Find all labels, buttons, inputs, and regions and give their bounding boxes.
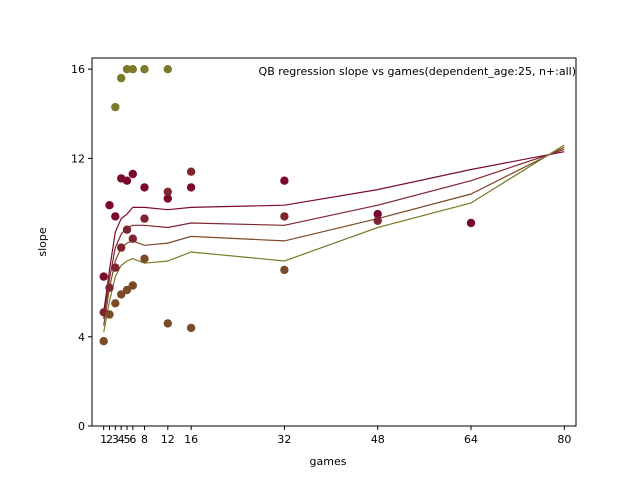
series-3-point [186,323,196,333]
series-lines [103,144,565,333]
series-1-point [163,194,172,203]
series-points [99,65,476,346]
series-3-point [163,319,172,328]
x-tick-label: 6 [129,433,136,446]
series-1-point [122,176,132,185]
y-tick-label: 0 [78,420,85,433]
x-axis-label: games [310,455,347,468]
x-tick-label: 48 [371,433,385,446]
series-2-point [280,212,289,221]
series-2-point [105,283,114,292]
x-tick-label: 4 [118,433,125,446]
plot-frame [91,57,577,427]
series-3-point [280,265,289,275]
series-3-point [105,310,114,319]
series-2-point [111,263,120,272]
series-2-point [117,243,126,252]
series-4-point [117,73,126,83]
series-1-point [111,212,120,221]
x-tick-label: 80 [557,433,571,446]
series-2-point [122,225,132,234]
x-tick-label: 5 [123,433,130,446]
series-2-point [186,167,196,176]
series-4-point [111,102,120,112]
series-1-point [466,218,476,228]
series-1-point [373,209,382,219]
series-3-point [117,290,126,299]
series-3-point [111,299,120,308]
x-tick-label: 2 [106,433,113,446]
series-2-point [373,216,382,225]
x-tick-label: 16 [184,433,198,446]
series-1-point [105,201,114,210]
x-tick-label: 8 [141,433,148,446]
series-3-point [99,337,108,346]
series-4-point [163,65,172,74]
y-axis: 0 4 12 16 [71,63,92,433]
series-1-point [280,176,289,185]
series-2-point [140,214,149,223]
series-3-line [103,146,565,326]
x-tick-label: 12 [161,433,175,446]
series-4-point [122,65,132,74]
chart-title: QB regression slope vs games(dependent_a… [259,65,576,78]
series-4-point [128,65,137,74]
y-axis-label: slope [36,227,49,256]
x-tick-label: 32 [277,433,291,446]
series-3-point [140,254,149,263]
series-1-point [99,272,108,281]
y-tick-label: 4 [78,331,85,344]
y-tick-label: 16 [71,63,85,76]
x-tick-label: 3 [112,433,119,446]
series-1-point [186,183,196,192]
series-2-point [128,234,137,243]
x-tick-label: 1 [100,433,107,446]
x-tick-label: 64 [464,433,478,446]
series-2-point [163,187,172,196]
series-1-point [140,183,149,192]
series-3-point [128,281,137,290]
series-4-line [103,144,565,333]
series-3-point [122,285,132,295]
series-4-point [140,65,149,74]
y-tick-label: 12 [71,152,85,165]
series-1-line [103,151,565,313]
series-2-line [103,148,565,319]
series-1-point [128,169,137,179]
